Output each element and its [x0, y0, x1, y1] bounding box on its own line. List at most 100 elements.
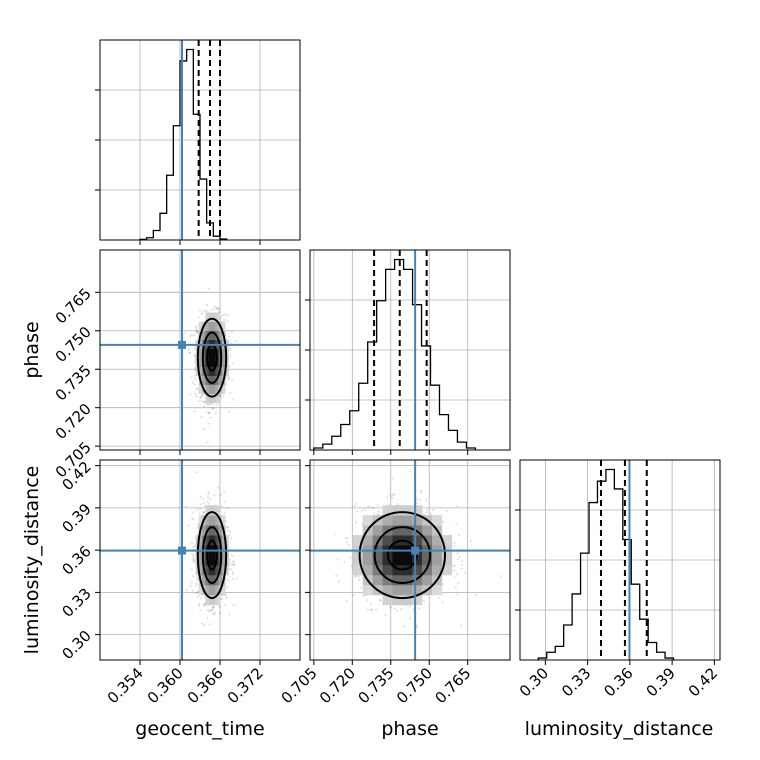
density-block [422, 555, 433, 566]
density-block [218, 330, 223, 340]
sample-point [219, 396, 223, 400]
sample-point [227, 579, 230, 582]
sample-point [188, 351, 191, 354]
sample-point [354, 575, 357, 578]
sample-point [344, 537, 348, 540]
sample-point [225, 520, 228, 523]
sample-point [442, 521, 445, 524]
sample-point [231, 561, 235, 564]
sample-point [202, 405, 206, 408]
sample-point [210, 609, 213, 612]
sample-point [189, 393, 192, 396]
density-block [412, 565, 423, 576]
sample-point [229, 530, 232, 533]
density-block [225, 535, 229, 546]
density-block [221, 515, 226, 526]
sample-point [203, 604, 206, 607]
sample-point [389, 494, 392, 497]
sample-point [223, 490, 226, 493]
density-block [202, 574, 206, 586]
density-block [221, 555, 226, 566]
sample-point [225, 596, 228, 599]
sample-point [415, 624, 419, 627]
sample-point [226, 525, 229, 529]
density-block [422, 535, 433, 546]
sample-point [229, 348, 232, 351]
sample-point [226, 313, 229, 317]
density-block [221, 357, 226, 368]
sample-point [209, 416, 212, 419]
hist-geocent-time-step [139, 48, 228, 241]
sample-point [205, 310, 208, 313]
sample-point [350, 565, 353, 568]
xlabel-luminosity-distance: luminosity_distance [525, 718, 714, 740]
sample-point [403, 625, 406, 628]
sample-point [223, 500, 226, 503]
density-block [392, 555, 403, 566]
density-block [198, 348, 203, 358]
sample-point [192, 554, 196, 557]
density-block [221, 321, 226, 331]
sample-point [231, 398, 234, 401]
density-block [362, 535, 373, 546]
sample-point [231, 573, 235, 576]
density-block [392, 565, 403, 576]
sample-point [193, 334, 196, 337]
density-block [382, 505, 393, 516]
sample-point [195, 330, 198, 333]
density-block [221, 348, 226, 358]
sample-point [230, 379, 234, 382]
sample-point [191, 552, 194, 556]
density-block [212, 384, 216, 395]
sample-point [219, 612, 222, 615]
sample-point [456, 572, 459, 576]
density-block [392, 574, 403, 586]
sample-point [195, 584, 198, 587]
sample-point [199, 496, 202, 499]
sample-point [461, 563, 464, 566]
ylabel-luminosity-distance: luminosity_distance [21, 466, 43, 655]
sample-point [223, 511, 226, 514]
sample-point [389, 606, 392, 609]
sample-point [195, 471, 198, 474]
density-block [402, 505, 413, 516]
sample-point [233, 563, 236, 566]
sample-point [207, 502, 211, 505]
density-block [198, 366, 203, 377]
sample-point [189, 335, 192, 338]
sample-point [451, 564, 454, 567]
sample-point [193, 360, 196, 364]
hist-luminosity-distance-step [537, 468, 675, 660]
sample-point [208, 609, 211, 613]
density-block [205, 565, 210, 576]
sample-point [338, 580, 341, 583]
density-block [382, 565, 393, 576]
density-block [208, 574, 213, 586]
sample-point [187, 524, 191, 527]
density-block [208, 321, 213, 331]
density-block [215, 393, 219, 404]
density-block [431, 535, 443, 546]
sample-point [191, 516, 194, 520]
density-block [208, 565, 213, 576]
sample-point [408, 605, 411, 608]
x-tick-label: 0.705 [278, 664, 321, 707]
sample-point [189, 584, 192, 588]
sample-point [455, 522, 458, 525]
sample-point [453, 576, 456, 579]
sample-point [373, 512, 376, 515]
sample-point [363, 508, 367, 511]
sample-point [196, 508, 199, 511]
sample-point [360, 509, 364, 512]
truth-marker [411, 546, 420, 555]
density-block [198, 321, 203, 331]
density-block [218, 525, 223, 536]
scatter-luminosity-distance-vs-geocent-time-contours [196, 511, 228, 600]
density-block [382, 584, 393, 596]
sample-point [200, 394, 203, 397]
density-block [208, 515, 213, 526]
sample-point [464, 571, 467, 574]
density-block [205, 535, 210, 546]
sample-point [184, 332, 187, 335]
sample-point [198, 316, 201, 319]
